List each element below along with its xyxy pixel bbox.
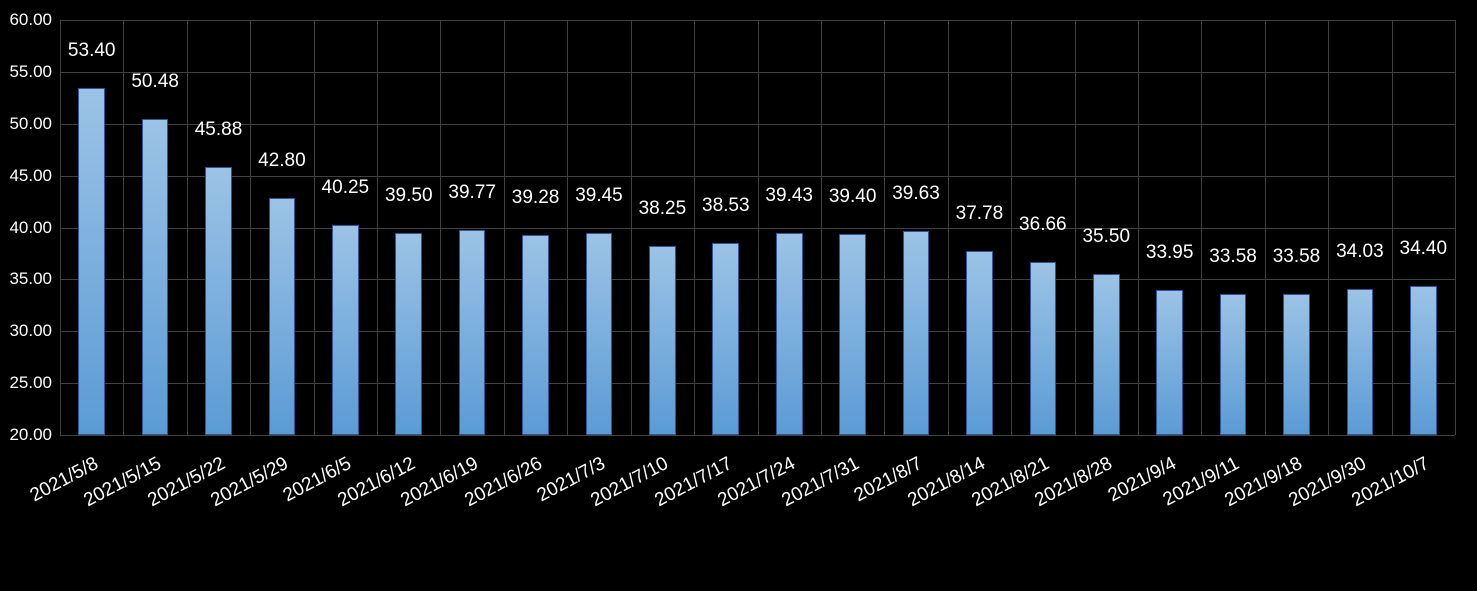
gridline-vertical [1201,20,1202,435]
gridline-vertical [1455,20,1456,435]
bar [966,251,993,435]
gridline-vertical [377,20,378,435]
bar-value-label: 36.66 [1019,214,1067,236]
bar-value-label: 39.45 [575,185,623,207]
bar [1030,262,1057,435]
bar [459,230,486,435]
bar-value-label: 39.63 [892,183,940,205]
gridline-vertical [504,20,505,435]
y-axis-tick-label: 25.00 [9,373,60,393]
bar [522,235,549,435]
bar-value-label: 34.03 [1336,241,1384,263]
gridline-vertical [314,20,315,435]
bar [1410,286,1437,435]
y-axis-tick-label: 55.00 [9,62,60,82]
bar-value-label: 53.40 [68,40,116,62]
y-axis-tick-label: 20.00 [9,425,60,445]
bar [1220,294,1247,435]
gridline-vertical [694,20,695,435]
y-axis-tick-label: 50.00 [9,114,60,134]
gridline-vertical [631,20,632,435]
bar-value-label: 50.48 [131,71,179,93]
gridline-vertical [1265,20,1266,435]
y-axis-tick-label: 30.00 [9,321,60,341]
bar [649,246,676,435]
gridline-vertical [1392,20,1393,435]
y-axis-tick-label: 45.00 [9,166,60,186]
bar-value-label: 39.50 [385,185,433,207]
gridline-vertical [1075,20,1076,435]
bar-value-label: 33.58 [1273,246,1321,268]
y-axis-tick-label: 35.00 [9,269,60,289]
gridline-vertical [567,20,568,435]
bar [712,243,739,435]
gridline-vertical [948,20,949,435]
gridline-vertical [250,20,251,435]
bar-value-label: 38.53 [702,195,750,217]
bar [839,234,866,435]
bar [1093,274,1120,435]
gridline-horizontal [60,435,1455,436]
bar [78,88,105,435]
bar [269,198,296,435]
gridline-vertical [123,20,124,435]
gridline-vertical [440,20,441,435]
plot-area: 20.0025.0030.0035.0040.0045.0050.0055.00… [60,20,1455,435]
bar-value-label: 38.25 [639,198,687,220]
bar [1156,290,1183,435]
bar-value-label: 39.28 [512,187,560,209]
gridline-vertical [1011,20,1012,435]
bar-value-label: 37.78 [956,203,1004,225]
bar-value-label: 40.25 [322,177,370,199]
bar-value-label: 33.95 [1146,242,1194,264]
gridline-vertical [1328,20,1329,435]
bar-value-label: 33.58 [1209,246,1257,268]
bar [776,233,803,435]
gridline-vertical [187,20,188,435]
gridline-vertical [821,20,822,435]
bar [586,233,613,435]
gridline-vertical [758,20,759,435]
bar [142,119,169,435]
bar [1283,294,1310,435]
bar [205,167,232,436]
bar [332,225,359,435]
bar-value-label: 39.43 [765,185,813,207]
bar-value-label: 35.50 [1082,226,1130,248]
gridline-vertical [884,20,885,435]
bar-value-label: 42.80 [258,150,306,172]
gridline-vertical [1138,20,1139,435]
gridline-vertical [60,20,61,435]
bar-value-label: 45.88 [195,119,243,141]
bar [903,231,930,435]
y-axis-tick-label: 40.00 [9,218,60,238]
bar-value-label: 39.77 [448,182,496,204]
bar-chart: 20.00 25.00 30.00 35.00 40.00 45.00 50.00 55.00… [0,0,1477,591]
bar [1347,289,1374,435]
bar-value-label: 34.40 [1400,238,1448,260]
y-axis-tick-label: 60.00 [9,10,60,30]
bar [395,233,422,435]
bar-value-label: 39.40 [829,186,877,208]
